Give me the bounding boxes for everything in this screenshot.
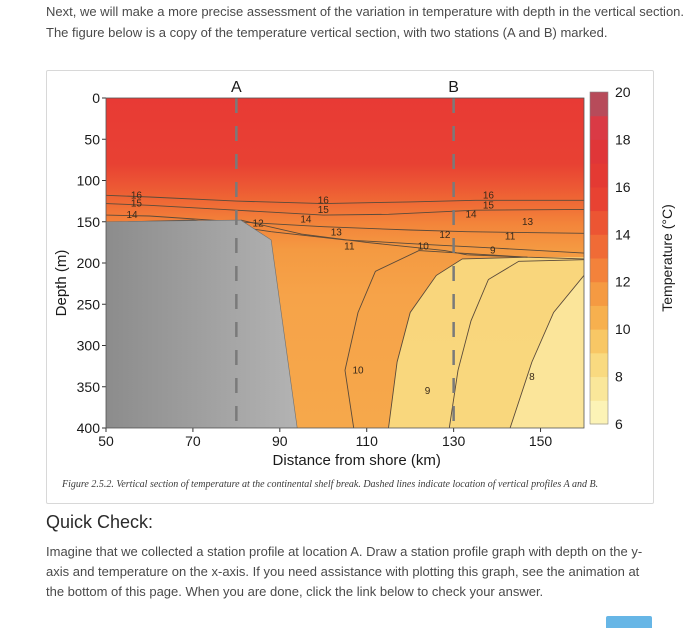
colorbar-level bbox=[590, 329, 608, 354]
x-tick-label: 90 bbox=[272, 433, 288, 449]
colorbar-tick-label: 14 bbox=[615, 226, 631, 242]
isotherm-15 bbox=[106, 203, 584, 216]
contour-label: 11 bbox=[344, 242, 355, 253]
y-tick-label: 200 bbox=[77, 255, 101, 271]
contour-label: 16 bbox=[131, 190, 143, 201]
colorbar-tick-label: 12 bbox=[615, 274, 631, 290]
contour-label: 10 bbox=[352, 365, 364, 376]
contour-label: 15 bbox=[483, 200, 495, 211]
colorbar-level bbox=[590, 92, 608, 117]
contour-label: 13 bbox=[331, 227, 343, 238]
contour-label: 14 bbox=[127, 210, 139, 221]
colorbar-tick-label: 10 bbox=[615, 321, 631, 337]
contour-label: 11 bbox=[505, 232, 516, 243]
x-tick-label: 70 bbox=[185, 433, 201, 449]
colorbar-tick-label: 20 bbox=[615, 84, 631, 100]
isotherm-16 bbox=[106, 194, 584, 205]
contour-label: 8 bbox=[529, 372, 535, 383]
contour-label: 16 bbox=[483, 190, 495, 201]
contour-label: 12 bbox=[439, 230, 451, 241]
contour-label: 13 bbox=[522, 217, 534, 228]
colorbar-tick-label: 6 bbox=[615, 416, 623, 432]
colorbar-level bbox=[590, 376, 608, 401]
isotherm-9 bbox=[448, 259, 584, 428]
plot-frame bbox=[105, 97, 585, 429]
x-tick-label: 50 bbox=[98, 433, 114, 449]
contour-label: 9 bbox=[490, 246, 496, 257]
y-tick-label: 250 bbox=[77, 296, 101, 312]
colorbar-level bbox=[590, 400, 608, 425]
coldest-water-zone bbox=[510, 275, 584, 428]
y-tick-label: 300 bbox=[77, 338, 101, 354]
contour-label: 14 bbox=[465, 209, 477, 220]
contour-label: 15 bbox=[318, 205, 330, 216]
colorbar-level bbox=[590, 210, 608, 235]
y-tick-label: 350 bbox=[77, 379, 101, 395]
quick-check-title: Quick Check: bbox=[46, 512, 154, 532]
x-axis-label: Distance from shore (km) bbox=[273, 452, 441, 469]
intro-paragraph: Next, we will make a more precise assess… bbox=[46, 4, 685, 40]
colorbar-level bbox=[590, 352, 608, 378]
quick-check-body: Imagine that we collected a station prof… bbox=[46, 544, 643, 599]
contour-label: 16 bbox=[318, 195, 330, 206]
station-label-b: B bbox=[448, 79, 459, 96]
y-tick-label: 400 bbox=[77, 420, 101, 436]
colorbar-frame bbox=[589, 91, 609, 425]
colorbar-level bbox=[590, 115, 608, 140]
contour-label: 14 bbox=[300, 214, 312, 225]
colorbar-level bbox=[590, 234, 608, 259]
station-label-a: A bbox=[231, 79, 242, 96]
colorbar-tick-label: 8 bbox=[615, 369, 623, 385]
x-tick-label: 130 bbox=[442, 433, 466, 449]
colorbar-level bbox=[590, 281, 608, 306]
y-tick-label: 50 bbox=[84, 131, 100, 147]
check-answer-button[interactable] bbox=[606, 616, 652, 628]
colorbar-level bbox=[590, 305, 608, 330]
colorbar-level bbox=[590, 258, 608, 283]
colorbar-tick-label: 18 bbox=[615, 131, 631, 147]
colorbar-tick-label: 16 bbox=[615, 179, 631, 195]
contour-label: 9 bbox=[425, 386, 431, 397]
isotherm-10 bbox=[388, 256, 528, 428]
colorbar-level bbox=[590, 186, 608, 212]
isotherm-12 bbox=[240, 219, 528, 258]
y-tick-label: 100 bbox=[77, 173, 101, 189]
isotherm-8 bbox=[509, 275, 584, 428]
colorbar: 6 8 10 12 14 16 18 20 bbox=[589, 84, 631, 432]
contour-label: 12 bbox=[253, 218, 265, 229]
contour-label: 10 bbox=[418, 242, 430, 253]
colorbar-label: Temperature (°C) bbox=[659, 204, 675, 312]
y-axis-label: Depth (m) bbox=[53, 250, 70, 317]
seafloor bbox=[106, 219, 298, 428]
colorbar-level bbox=[590, 139, 608, 164]
x-tick-label: 150 bbox=[529, 433, 553, 449]
figure-caption: Figure 2.5.2. Vertical section of temper… bbox=[62, 479, 599, 490]
contour-label: 15 bbox=[131, 199, 143, 210]
isotherm-14 bbox=[106, 214, 584, 234]
y-tick-label: 150 bbox=[77, 214, 101, 230]
y-tick-label: 0 bbox=[92, 90, 100, 106]
x-tick-label: 110 bbox=[356, 433, 379, 449]
colorbar-level bbox=[590, 163, 608, 188]
